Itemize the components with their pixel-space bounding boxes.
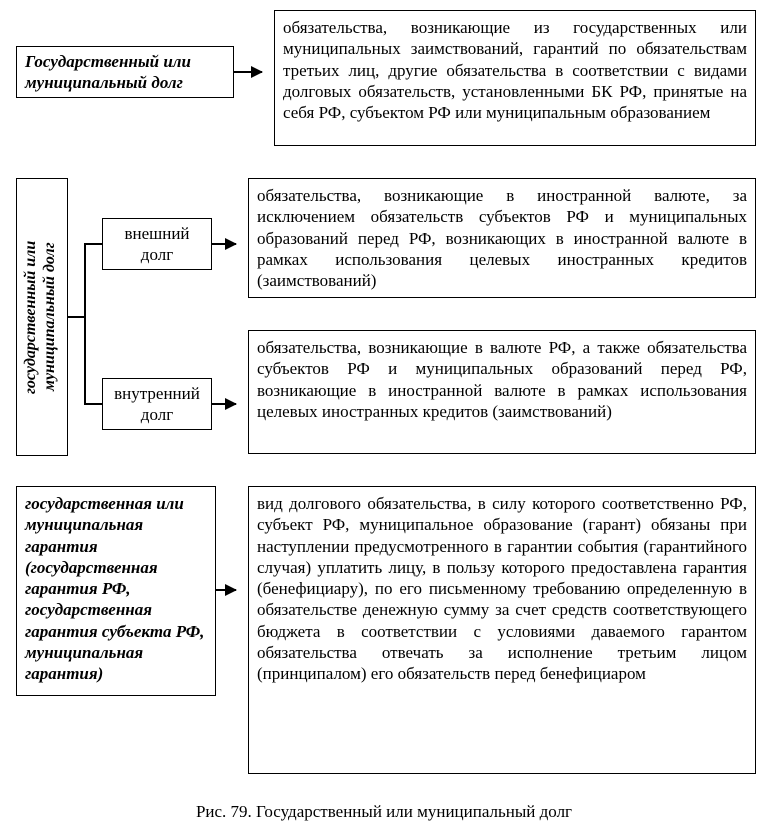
arrow-3 — [212, 403, 236, 405]
text-desc1: обязательства, возникающие из государств… — [283, 18, 747, 122]
box-internal-debt: внутренний долг — [102, 378, 212, 430]
arrow-1 — [234, 71, 262, 73]
text-desc2: обязательства, возникающие в иностранной… — [257, 186, 747, 290]
label-state-municipal-debt: Государственный или муниципальный долг — [25, 51, 225, 94]
text-desc4: вид долгового обязательства, в силу кото… — [257, 494, 747, 683]
arrow-2 — [212, 243, 236, 245]
label-external-debt: внешний долг — [111, 223, 203, 266]
connector-sub1-h — [84, 243, 102, 245]
connector-sub2-h — [84, 403, 102, 405]
figure-caption: Рис. 79. Государственный или муниципальн… — [0, 802, 768, 822]
box-guarantee: государственная или муниципальная гарант… — [16, 486, 216, 696]
vertical-box-debt: государственный или муниципальный долг — [16, 178, 68, 456]
label-internal-debt: внутренний долг — [111, 383, 203, 426]
label-vertical-debt: государственный или муниципальный долг — [22, 240, 58, 393]
text-desc3: обязательства, возникающие в валюте РФ, … — [257, 338, 747, 421]
box-external-debt: внешний долг — [102, 218, 212, 270]
desc-external-debt: обязательства, возникающие в иностранной… — [248, 178, 756, 298]
connector-main-h — [68, 316, 84, 318]
diagram-canvas: Государственный или муниципальный долг о… — [0, 0, 768, 834]
connector-main-v — [84, 243, 86, 404]
desc-internal-debt: обязательства, возникающие в валюте РФ, … — [248, 330, 756, 454]
arrow-4 — [216, 589, 236, 591]
caption-text: Рис. 79. Государственный или муниципальн… — [196, 802, 572, 821]
desc-state-municipal-debt: обязательства, возникающие из государств… — [274, 10, 756, 146]
label-guarantee: государственная или муниципальная гарант… — [25, 494, 204, 683]
desc-guarantee: вид долгового обязательства, в силу кото… — [248, 486, 756, 774]
box-state-municipal-debt: Государственный или муниципальный долг — [16, 46, 234, 98]
